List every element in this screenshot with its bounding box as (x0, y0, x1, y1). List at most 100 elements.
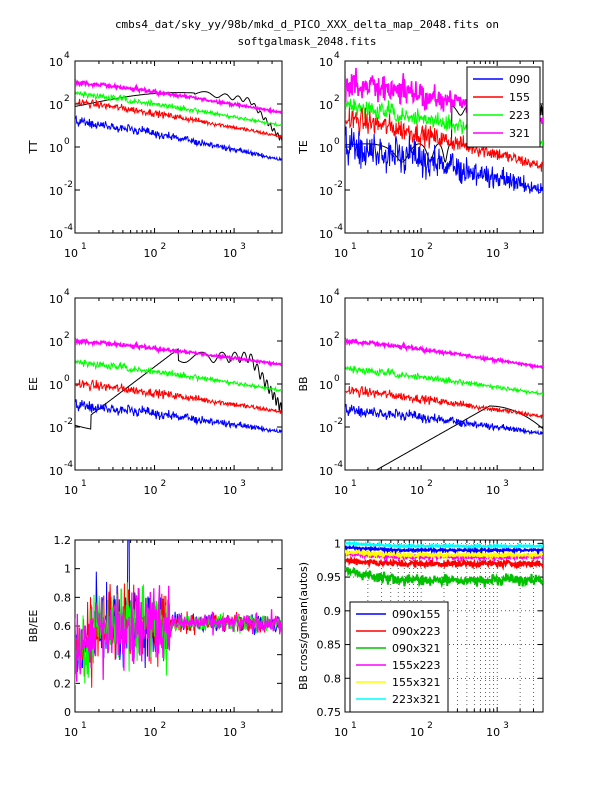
x-tick-exponent: 3 (240, 721, 246, 731)
x-tick-label: 10 (334, 247, 348, 260)
x-tick-exponent: 2 (161, 721, 167, 731)
y-tick-label: 10 (319, 142, 333, 155)
y-tick-exponent: 0 (334, 374, 340, 384)
y-tick-exponent: 2 (334, 331, 340, 341)
series-line-321 (75, 585, 282, 682)
legend-label-090x321: 090x321 (392, 642, 441, 655)
legend-label-155x223: 155x223 (392, 659, 441, 672)
y-tick-label: 10 (49, 293, 63, 306)
y-tick-label: 10 (319, 228, 333, 241)
y-tick-exponent: -4 (334, 460, 343, 470)
series-line-223 (75, 359, 282, 393)
x-tick-label: 10 (223, 484, 237, 497)
y-tick-exponent: 4 (64, 51, 70, 61)
series-line-223 (75, 90, 282, 128)
figure-title-line2: softgalmask_2048.fits (237, 35, 376, 48)
x-tick-label: 10 (223, 247, 237, 260)
y-tick-label: 10 (49, 422, 63, 435)
y-tick-label: 10 (319, 99, 333, 112)
series-line-155 (75, 379, 282, 414)
series-line-155 (75, 98, 282, 139)
x-tick-exponent: 2 (427, 479, 433, 489)
legend-label-090x223: 090x223 (392, 625, 441, 638)
y-tick-label: 0.6 (54, 620, 72, 633)
series-line-321 (345, 337, 543, 370)
x-tick-exponent: 1 (81, 721, 87, 731)
legend-label-223x321: 223x321 (392, 693, 441, 706)
y-tick-exponent: 2 (64, 94, 70, 104)
y-tick-exponent: -2 (334, 180, 343, 190)
y-axis-label: TT (27, 140, 40, 155)
panel-ee: 10 1 10 2 10 310 -410 -210 010 210 4EE (27, 288, 283, 497)
y-tick-exponent: -2 (64, 417, 73, 427)
series-line-090 (345, 403, 543, 436)
y-tick-label: 10 (319, 56, 333, 69)
y-tick-label: 10 (49, 142, 63, 155)
x-tick-label: 10 (486, 484, 500, 497)
x-tick-exponent: 2 (427, 242, 433, 252)
series-line-155 (345, 385, 543, 419)
y-axis-label: BB (297, 376, 310, 391)
y-tick-exponent: -2 (64, 180, 73, 190)
y-tick-label: 0.85 (317, 639, 342, 652)
y-tick-label: 0.2 (54, 677, 72, 690)
x-tick-exponent: 2 (161, 479, 167, 489)
x-tick-label: 10 (64, 484, 78, 497)
y-tick-label: 0.75 (317, 706, 342, 719)
series-line-321 (75, 337, 282, 368)
legend-box (349, 601, 449, 713)
series-group (75, 79, 282, 162)
theory-curve (375, 405, 543, 470)
y-tick-exponent: -4 (334, 223, 343, 233)
y-tick-exponent: 0 (64, 374, 70, 384)
y-tick-label: 10 (49, 228, 63, 241)
y-tick-label: 0.8 (324, 672, 342, 685)
legend-label-155: 155 (509, 91, 530, 104)
x-tick-label: 10 (144, 247, 158, 260)
legend-label-090x155: 090x155 (392, 608, 441, 621)
series-group (75, 540, 282, 688)
x-tick-exponent: 1 (351, 479, 357, 489)
y-tick-label: 10 (49, 99, 63, 112)
x-tick-exponent: 3 (503, 242, 509, 252)
theory-curve (75, 348, 282, 430)
panel-ratio: 10 1 10 2 10 300.20.40.60.811.2BB/EE (27, 534, 283, 739)
panel-bb: 10 1 10 2 10 310 -410 -210 010 210 4BB (297, 288, 544, 497)
legend: 090 155 223 321 (466, 66, 541, 148)
x-tick-label: 10 (410, 484, 424, 497)
series-line-321 (75, 79, 282, 115)
series-line-090x223 (345, 555, 543, 571)
series-line-090 (75, 114, 282, 162)
y-tick-exponent: -2 (334, 417, 343, 427)
y-tick-exponent: 4 (64, 288, 70, 298)
y-tick-label: 0.4 (54, 649, 72, 662)
x-tick-label: 10 (144, 484, 158, 497)
series-line-223 (345, 365, 543, 396)
x-tick-label: 10 (223, 726, 237, 739)
series-group (75, 337, 282, 434)
x-tick-exponent: 1 (351, 721, 357, 731)
x-tick-label: 10 (64, 247, 78, 260)
y-tick-label: 10 (319, 422, 333, 435)
legend-label-155x321: 155x321 (392, 676, 441, 689)
series-line-155x321 (345, 547, 543, 561)
x-tick-label: 10 (334, 484, 348, 497)
y-tick-exponent: 0 (64, 137, 70, 147)
x-tick-exponent: 1 (351, 242, 357, 252)
series-line-090 (75, 540, 282, 681)
y-tick-label: 0.8 (54, 591, 72, 604)
x-tick-exponent: 3 (240, 242, 246, 252)
x-tick-label: 10 (410, 726, 424, 739)
y-tick-label: 10 (49, 465, 63, 478)
series-line-090 (75, 399, 282, 434)
x-tick-label: 10 (486, 726, 500, 739)
series-group (345, 540, 543, 589)
y-tick-exponent: -4 (64, 223, 73, 233)
y-tick-exponent: 2 (64, 331, 70, 341)
x-tick-exponent: 3 (240, 479, 246, 489)
y-tick-label: 10 (49, 379, 63, 392)
y-tick-exponent: 4 (334, 288, 340, 298)
x-tick-label: 10 (486, 247, 500, 260)
series-line-155 (345, 107, 543, 172)
